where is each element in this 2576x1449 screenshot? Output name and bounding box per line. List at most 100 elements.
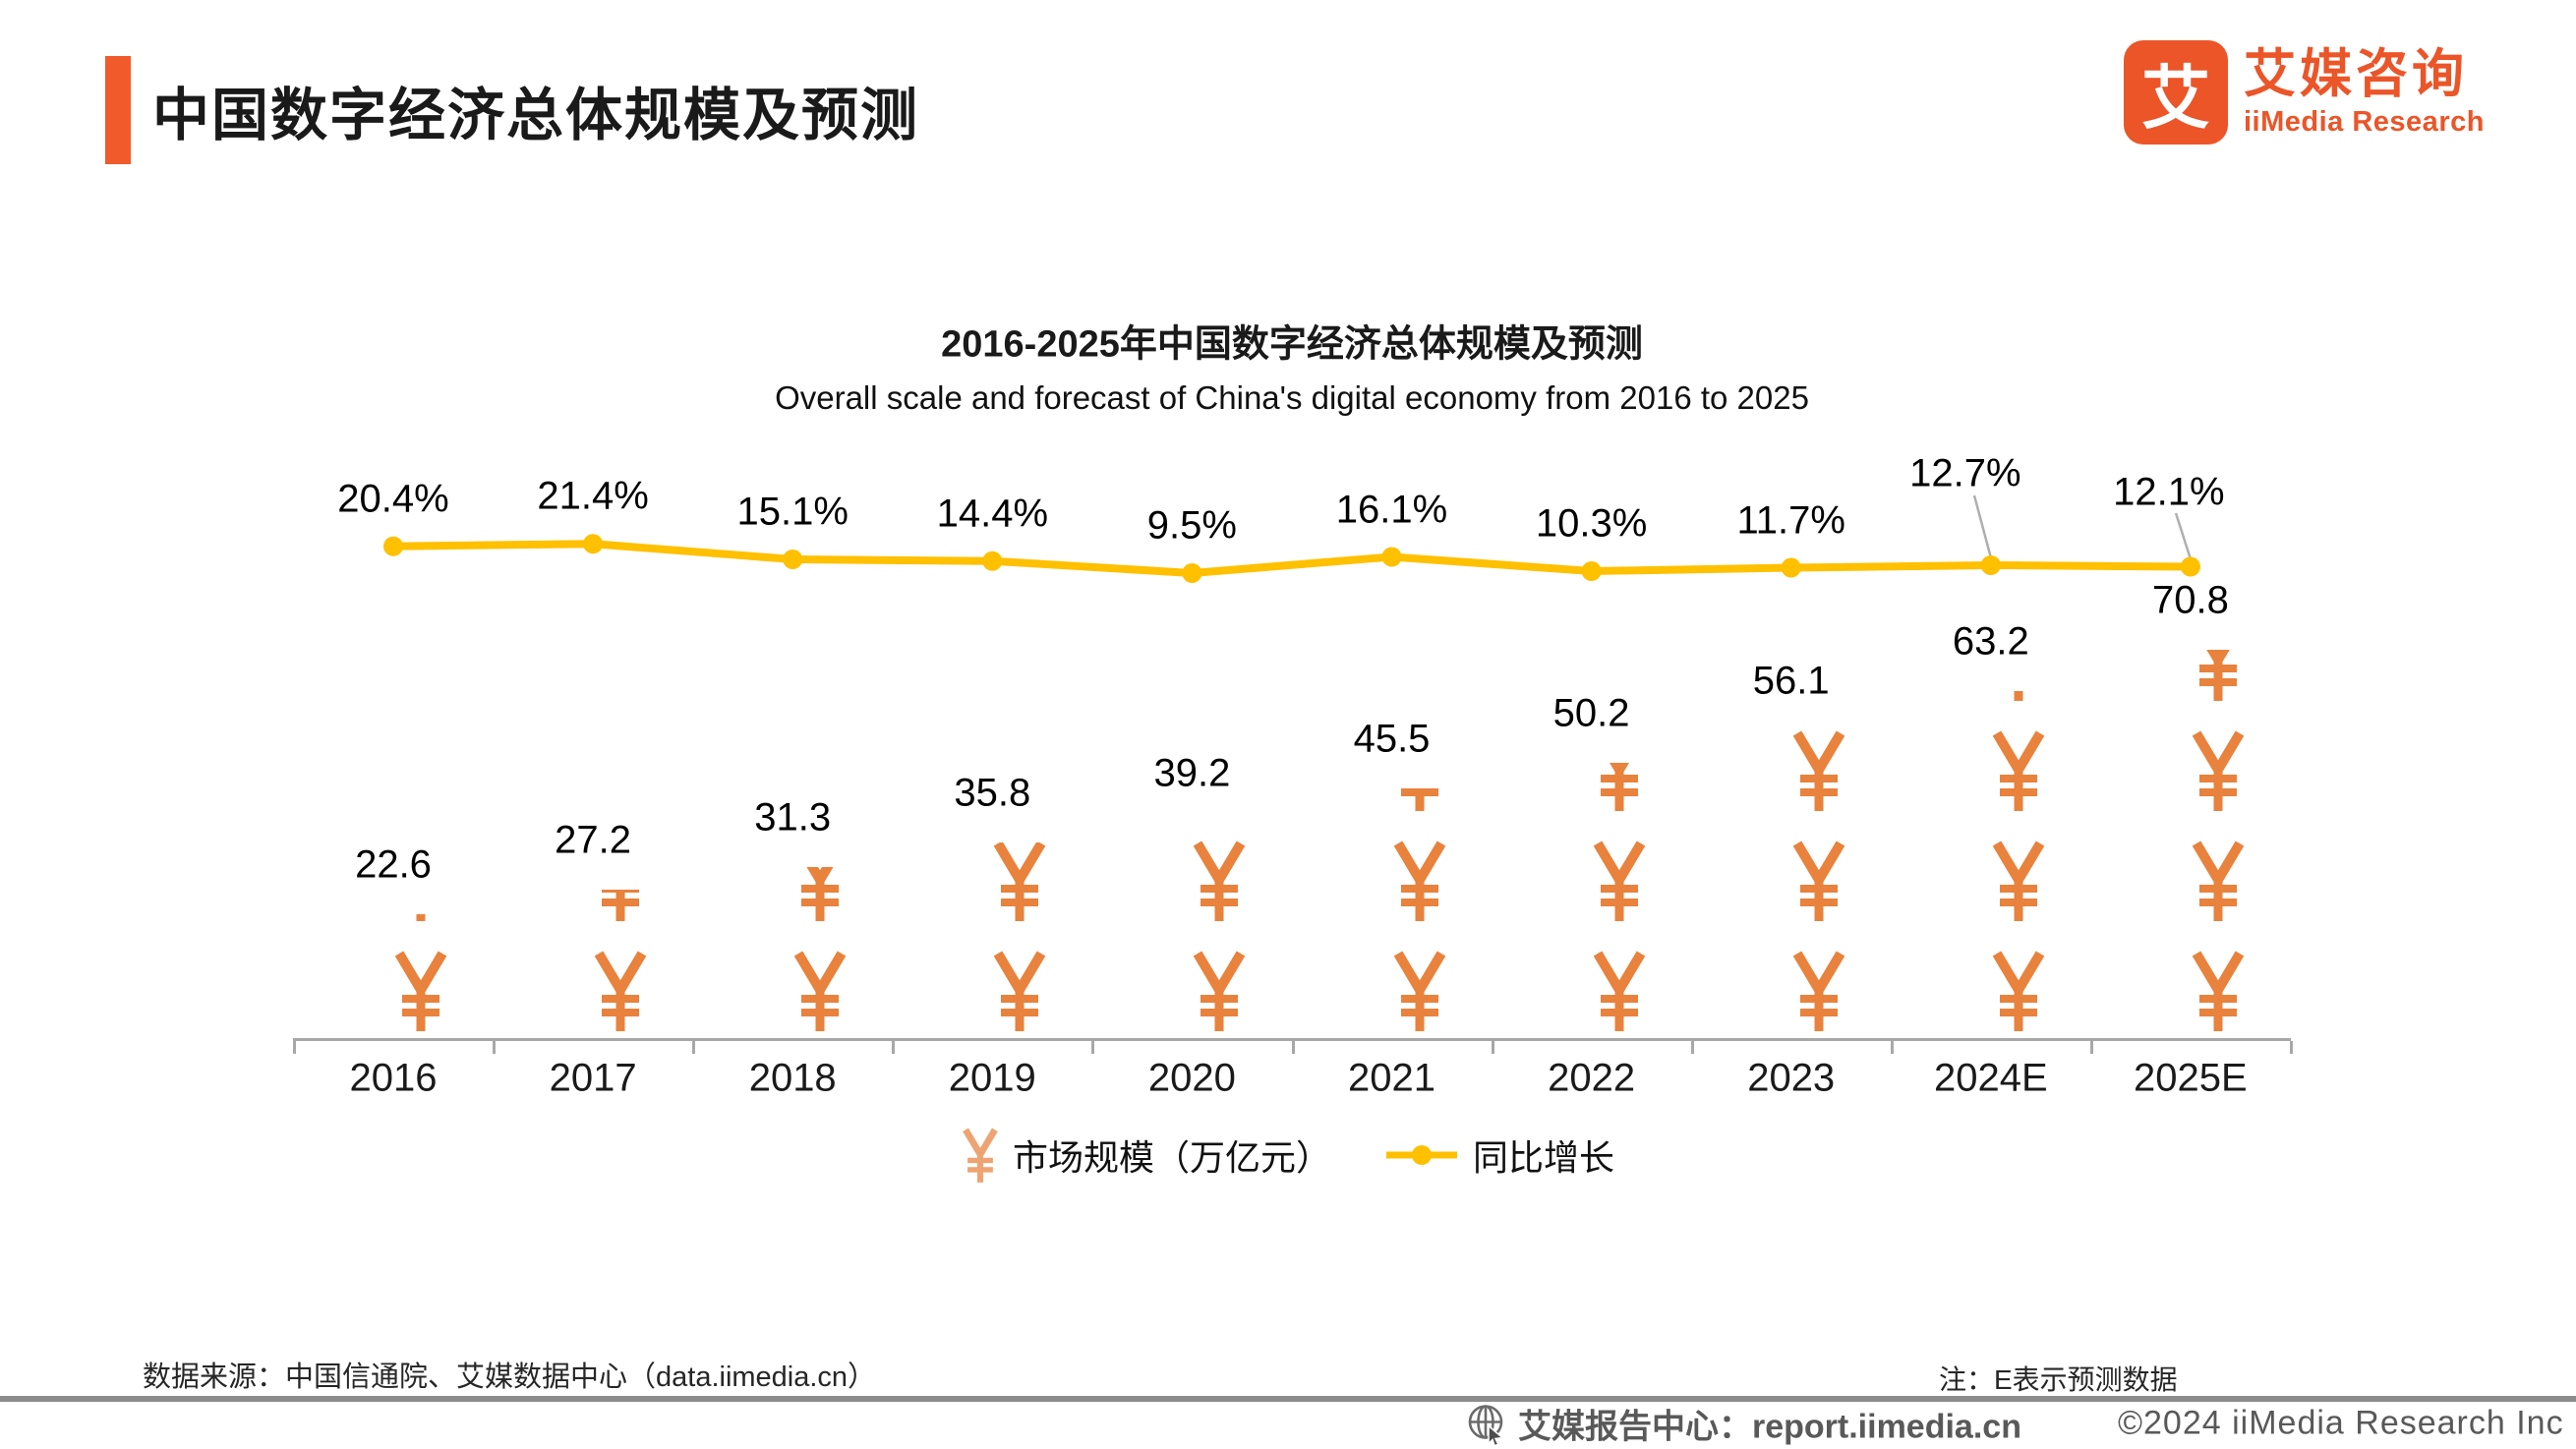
- pictogram-bar-2025E: [2136, 650, 2246, 1039]
- x-axis-label-2023: 2023: [1747, 1056, 1836, 1100]
- pictogram-bar-2019: [937, 842, 1047, 1039]
- yuan-icon: [2163, 650, 2237, 701]
- yuan-icon: [965, 842, 1046, 921]
- bar-value-label: 27.2: [555, 818, 632, 862]
- label-leader-line: [1972, 494, 1993, 558]
- yuan-icon: [2163, 951, 2245, 1031]
- growth-line-marker: [982, 551, 1003, 571]
- data-source-note: 数据来源：中国信通院、艾媒数据中心（data.iimedia.cn）: [143, 1362, 877, 1393]
- pictogram-bar-2024E: [1936, 691, 2046, 1039]
- growth-line-marker: [383, 536, 403, 556]
- yuan-icon: [1963, 951, 2045, 1031]
- bar-value-label: 45.5: [1353, 717, 1431, 761]
- x-axis-tick: [1491, 1041, 1494, 1054]
- bar-value-label: 56.1: [1752, 659, 1830, 703]
- growth-line-marker: [2180, 556, 2200, 577]
- pictogram-bar-2020: [1137, 823, 1247, 1039]
- yuan-icon: [1764, 951, 1844, 1031]
- growth-value-label: 12.7%: [1909, 451, 2021, 495]
- yuan-icon: [1365, 788, 1438, 811]
- yuan-icon: [2163, 840, 2245, 921]
- x-axis-tick: [293, 1041, 296, 1054]
- yuan-icon: [1164, 951, 1246, 1031]
- yuan-icon: [1365, 951, 1445, 1031]
- logo-name-en: iiMedia Research: [2244, 106, 2485, 138]
- chart-subtitle: Overall scale and forecast of China's di…: [775, 379, 1809, 416]
- growth-value-label: 10.3%: [1535, 501, 1648, 546]
- bar-value-label: 70.8: [2151, 578, 2229, 622]
- growth-line-marker: [1980, 555, 2001, 575]
- yuan-icon: [965, 951, 1046, 1031]
- growth-value-label: 9.5%: [1146, 503, 1237, 548]
- bar-value-label: 39.2: [1153, 751, 1231, 795]
- x-axis-label-2018: 2018: [748, 1056, 837, 1100]
- yuan-icon: [1564, 951, 1645, 1031]
- x-axis-tick: [1291, 1041, 1295, 1054]
- x-axis-tick: [493, 1041, 497, 1054]
- x-axis-tick: [692, 1041, 696, 1054]
- yuan-icon: [765, 951, 847, 1031]
- x-axis-label-2022: 2022: [1548, 1056, 1636, 1100]
- x-axis-tick: [1690, 1041, 1694, 1054]
- forecast-note: 注：E表示预测数据: [1939, 1364, 2178, 1395]
- chart-legend: 市场规模（万亿元） 同比增长: [962, 1128, 1614, 1183]
- yuan-icon: [1963, 840, 2045, 921]
- pictogram-bar-2022: [1537, 763, 1647, 1039]
- yuan-icon: [2163, 730, 2245, 811]
- x-axis-label-2019: 2019: [948, 1056, 1036, 1100]
- x-axis-tick: [2089, 1041, 2093, 1054]
- bar-value-label: 35.8: [954, 771, 1031, 815]
- footer-divider: [0, 1396, 2576, 1402]
- pictogram-bar-2023: [1736, 730, 1846, 1039]
- x-axis-tick: [1091, 1041, 1095, 1054]
- yuan-icon: [1164, 840, 1246, 921]
- growth-value-label: 15.1%: [736, 490, 849, 534]
- x-axis-label-2021: 2021: [1348, 1056, 1435, 1100]
- growth-value-label: 20.4%: [337, 477, 449, 521]
- yuan-icon: [765, 867, 840, 921]
- iimedia-logo: 艾 艾媒咨询 iiMedia Research: [2124, 37, 2556, 147]
- growth-line-marker: [583, 534, 604, 554]
- growth-value-label: 11.7%: [1736, 498, 1845, 542]
- yuan-icon: [565, 890, 640, 921]
- x-axis-tick: [1890, 1041, 1894, 1054]
- legend-line-icon: [1386, 1145, 1457, 1165]
- yuan-icon: [1564, 763, 1638, 811]
- label-leader-line: [2174, 512, 2193, 559]
- legend-yuan-icon: [963, 1128, 998, 1183]
- x-axis-tick: [2290, 1041, 2293, 1054]
- yuan-icon: [1365, 840, 1445, 921]
- logo-text: 艾媒咨询 iiMedia Research: [2244, 48, 2485, 137]
- bar-value-label: 31.3: [754, 795, 832, 840]
- pictogram-bar-2016: [338, 914, 448, 1039]
- yuan-icon: [1963, 730, 2045, 811]
- copyright-text: ©2024 iiMedia Research Inc: [2117, 1404, 2564, 1442]
- pictogram-bar-2021: [1337, 788, 1447, 1039]
- growth-line-marker: [783, 550, 803, 569]
- bar-value-label: 22.6: [355, 842, 432, 887]
- growth-value-label: 14.4%: [936, 492, 1049, 536]
- x-axis-label-2017: 2017: [549, 1056, 637, 1100]
- x-axis-label-2020: 2020: [1147, 1056, 1236, 1100]
- title-accent-bar: [105, 56, 131, 164]
- x-axis-label-2016: 2016: [349, 1056, 438, 1100]
- yuan-icon: [1963, 691, 2023, 701]
- x-axis-label-2024E: 2024E: [1933, 1056, 2048, 1100]
- growth-value-label: 21.4%: [537, 474, 649, 518]
- logo-name-cn: 艾媒咨询: [2244, 45, 2468, 103]
- x-axis-line: [293, 1038, 2291, 1041]
- page-title: 中国数字经济总体规模及预测: [152, 84, 920, 147]
- growth-line-marker: [1182, 563, 1202, 583]
- yuan-icon: [366, 951, 447, 1031]
- x-axis-tick: [892, 1041, 896, 1054]
- report-center-link[interactable]: 艾媒报告中心：report.iimedia.cn: [1518, 1408, 2021, 1446]
- legend-label-growth: 同比增长: [1473, 1137, 1615, 1178]
- yuan-icon: [1764, 840, 1844, 921]
- logo-mark-icon: 艾: [2124, 40, 2228, 145]
- yuan-icon: [565, 951, 647, 1031]
- growth-value-label: 12.1%: [2113, 470, 2225, 513]
- x-axis-label-2025E: 2025E: [2134, 1056, 2248, 1100]
